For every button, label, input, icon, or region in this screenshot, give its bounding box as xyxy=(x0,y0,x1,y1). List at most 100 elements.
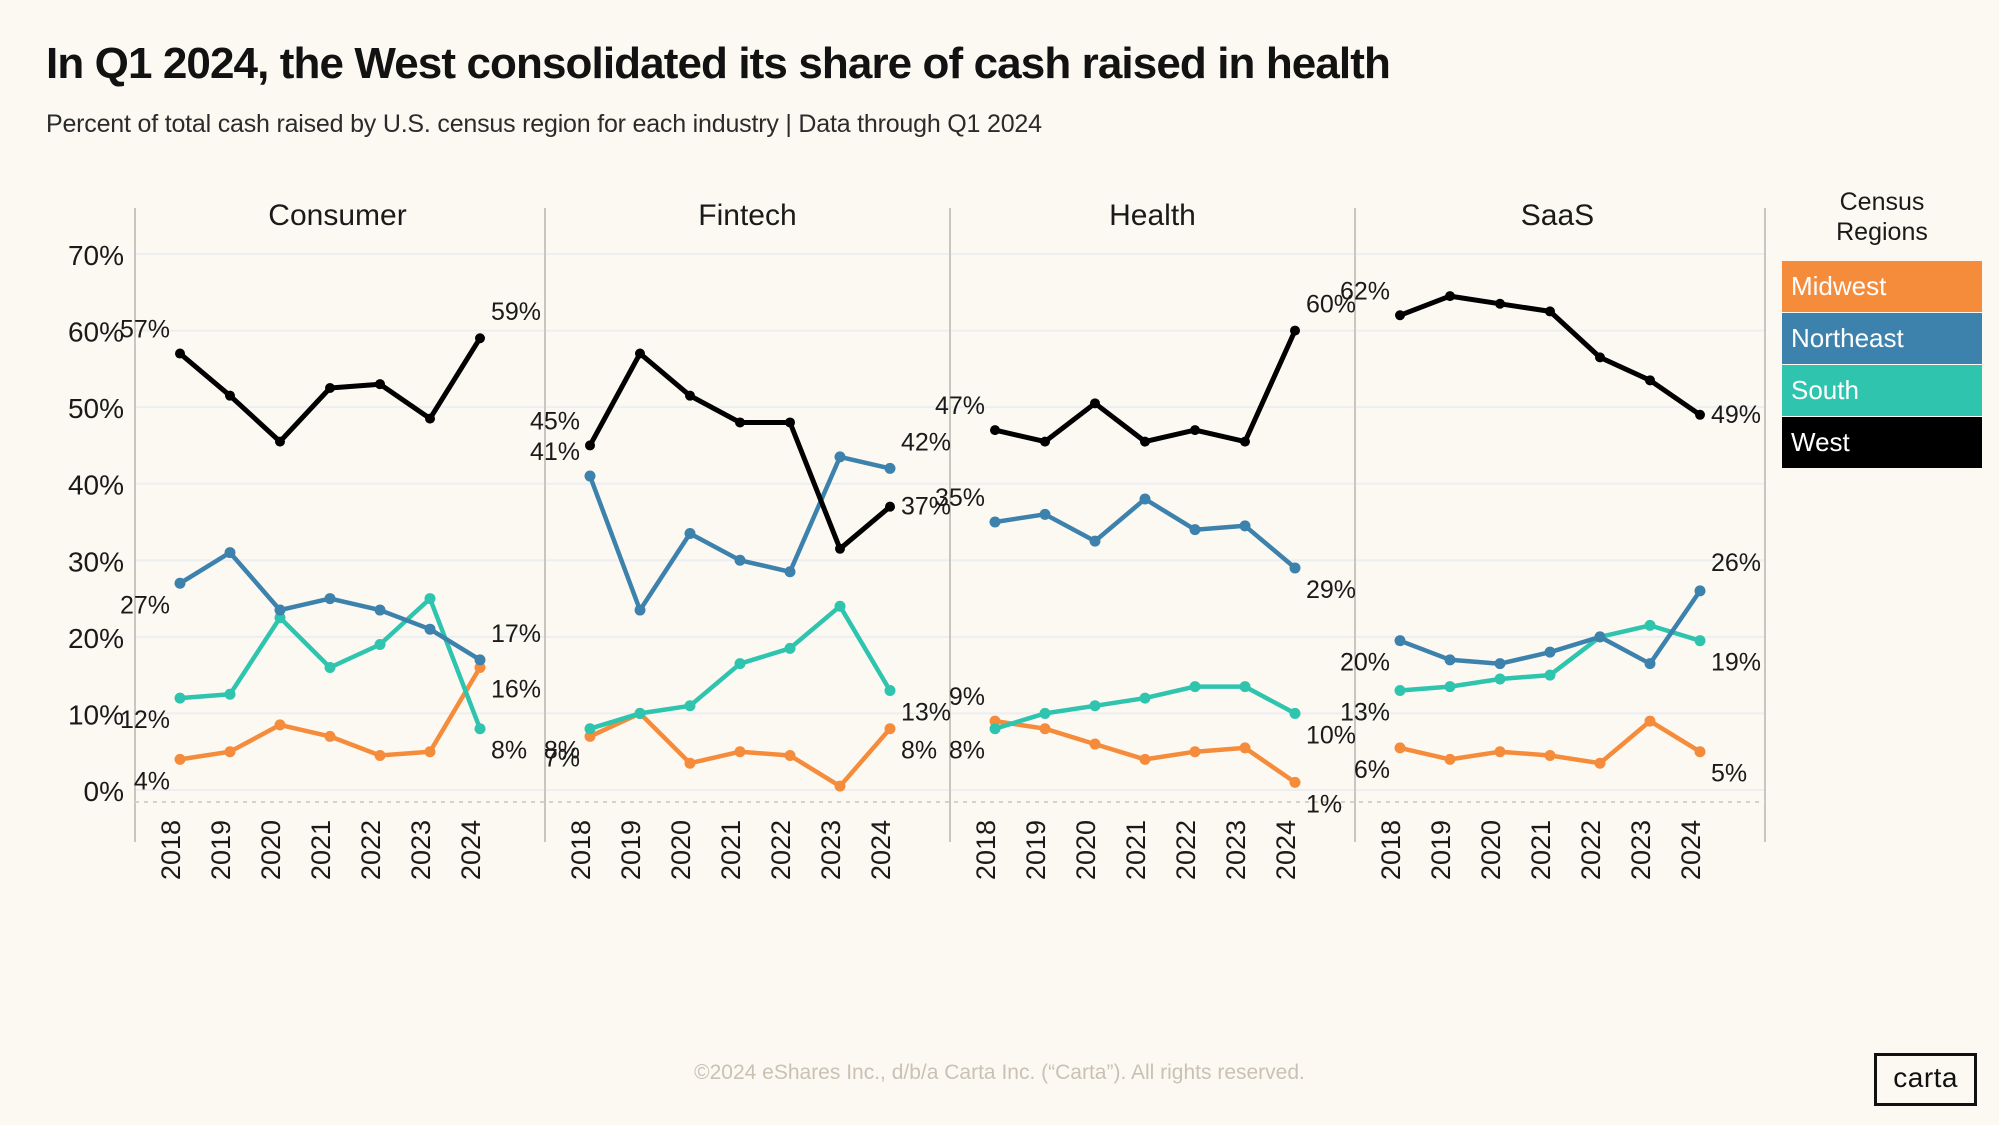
data-point-south xyxy=(1239,681,1251,693)
series-end-label: 16% xyxy=(491,675,541,703)
data-point-west xyxy=(1445,291,1455,302)
data-point-northeast xyxy=(1394,635,1406,647)
data-point-south xyxy=(884,684,896,696)
data-point-midwest xyxy=(224,746,236,758)
x-axis-tick-label: 2019 xyxy=(206,820,236,880)
data-point-midwest xyxy=(1644,715,1656,727)
data-point-northeast xyxy=(1139,493,1151,505)
y-axis-tick-label: 10% xyxy=(68,699,124,730)
data-point-west xyxy=(785,417,795,428)
legend-item-label: Midwest xyxy=(1791,271,1887,301)
data-point-midwest xyxy=(584,730,596,742)
series-end-label: 26% xyxy=(1711,549,1761,577)
data-point-south xyxy=(1544,669,1556,681)
x-axis-tick-label: 2023 xyxy=(1626,820,1656,880)
data-point-northeast xyxy=(1644,658,1656,670)
data-point-northeast xyxy=(1089,535,1101,547)
data-point-west xyxy=(1645,375,1655,386)
data-point-northeast xyxy=(424,623,436,635)
data-point-midwest xyxy=(784,750,796,762)
x-axis-tick-label: 2024 xyxy=(456,820,486,880)
series-start-label: 45% xyxy=(530,407,580,435)
data-point-northeast xyxy=(989,516,1001,528)
data-point-northeast xyxy=(684,527,696,539)
data-point-midwest xyxy=(1394,742,1406,754)
x-axis-tick-label: 2018 xyxy=(156,820,186,880)
series-start-label: 6% xyxy=(1354,756,1390,784)
data-point-south xyxy=(274,612,286,624)
legend-item-west[interactable]: West xyxy=(1782,417,1982,468)
x-axis-tick-label: 2024 xyxy=(1676,820,1706,880)
data-point-midwest xyxy=(1594,757,1606,769)
series-start-label: 57% xyxy=(120,316,170,344)
data-point-northeast xyxy=(634,604,646,616)
data-point-northeast xyxy=(1494,658,1506,670)
panel-separators xyxy=(134,208,1766,842)
data-point-northeast xyxy=(1239,520,1251,532)
data-point-northeast xyxy=(734,554,746,566)
series-end-label: 29% xyxy=(1306,576,1356,604)
series-end-label: 42% xyxy=(901,428,951,456)
x-axis-tick-label: 2022 xyxy=(356,820,386,880)
y-axis-tick-label: 0% xyxy=(84,776,124,807)
data-point-south xyxy=(784,642,796,654)
data-point-west xyxy=(1595,352,1605,363)
x-axis-tick-label: 2021 xyxy=(716,820,746,880)
series-end-label: 59% xyxy=(491,298,541,326)
panel-health: Health 2018 2019 2020 2021 2022 2023 2024 47% 60%… xyxy=(935,199,1356,880)
data-point-northeast xyxy=(1594,631,1606,643)
carta-logo: carta xyxy=(1874,1053,1977,1106)
panel-saas: SaaS 2018 2019 2020 2021 2022 2023 2024 62% 49% 20… xyxy=(1340,199,1761,880)
series-start-label: 20% xyxy=(1340,649,1390,677)
x-axis-tick-label: 2018 xyxy=(566,820,596,880)
data-point-midwest xyxy=(374,750,386,762)
x-axis-tick-label: 2020 xyxy=(1071,820,1101,880)
series-end-label: 60% xyxy=(1306,291,1356,319)
data-point-midwest xyxy=(424,746,436,758)
x-axis-tick-label: 2020 xyxy=(256,820,286,880)
line-west xyxy=(587,351,893,552)
series-start-label: 27% xyxy=(120,591,170,619)
series-end-label: 17% xyxy=(491,620,541,648)
chart-footer: ©2024 eShares Inc., d/b/a Carta Inc. (“C… xyxy=(0,1039,1999,1125)
x-axis-tick-label: 2022 xyxy=(766,820,796,880)
legend-items: Midwest Northeast South West xyxy=(1782,261,1982,468)
data-point-west xyxy=(1290,325,1300,336)
data-point-west xyxy=(1040,436,1050,447)
data-point-west xyxy=(175,348,185,359)
data-point-south xyxy=(1444,681,1456,693)
series-end-label: 49% xyxy=(1711,401,1761,429)
series-end-label: 8% xyxy=(901,737,937,765)
data-point-south xyxy=(634,707,646,719)
data-point-south xyxy=(174,692,186,704)
data-point-west xyxy=(885,501,895,512)
legend-item-south[interactable]: South xyxy=(1782,365,1982,416)
data-point-northeast xyxy=(884,462,896,474)
x-axis-tick-label: 2020 xyxy=(666,820,696,880)
x-axis-tick-label: 2023 xyxy=(406,820,436,880)
data-point-midwest xyxy=(834,780,846,792)
data-point-west xyxy=(835,543,845,554)
series-end-label: 19% xyxy=(1711,649,1761,677)
data-point-midwest xyxy=(1139,753,1151,765)
data-point-south xyxy=(1289,707,1301,719)
data-point-south xyxy=(324,661,336,673)
legend: Census Regions Midwest Northeast South West xyxy=(1782,188,1982,469)
data-point-west xyxy=(1140,436,1150,447)
series-end-label: 37% xyxy=(901,493,951,521)
series-end-label: 10% xyxy=(1306,721,1356,749)
series-start-label: 62% xyxy=(1340,277,1390,305)
legend-item-northeast[interactable]: Northeast xyxy=(1782,313,1982,364)
legend-item-midwest[interactable]: Midwest xyxy=(1782,261,1982,312)
data-point-northeast xyxy=(1289,562,1301,574)
data-point-west xyxy=(1545,306,1555,317)
data-point-midwest xyxy=(1694,746,1706,758)
chart-subtitle: Percent of total cash raised by U.S. cen… xyxy=(46,110,1042,139)
data-point-west xyxy=(225,390,235,401)
panel-consumer: Consumer 2018 2019 2020 2021 2022 2023 2024 57% 5… xyxy=(120,199,541,880)
series-start-label: 8% xyxy=(949,737,985,765)
data-point-northeast xyxy=(1444,654,1456,666)
data-point-west xyxy=(325,383,335,393)
x-axis-tick-label: 2023 xyxy=(1221,820,1251,880)
data-point-west xyxy=(375,379,385,390)
